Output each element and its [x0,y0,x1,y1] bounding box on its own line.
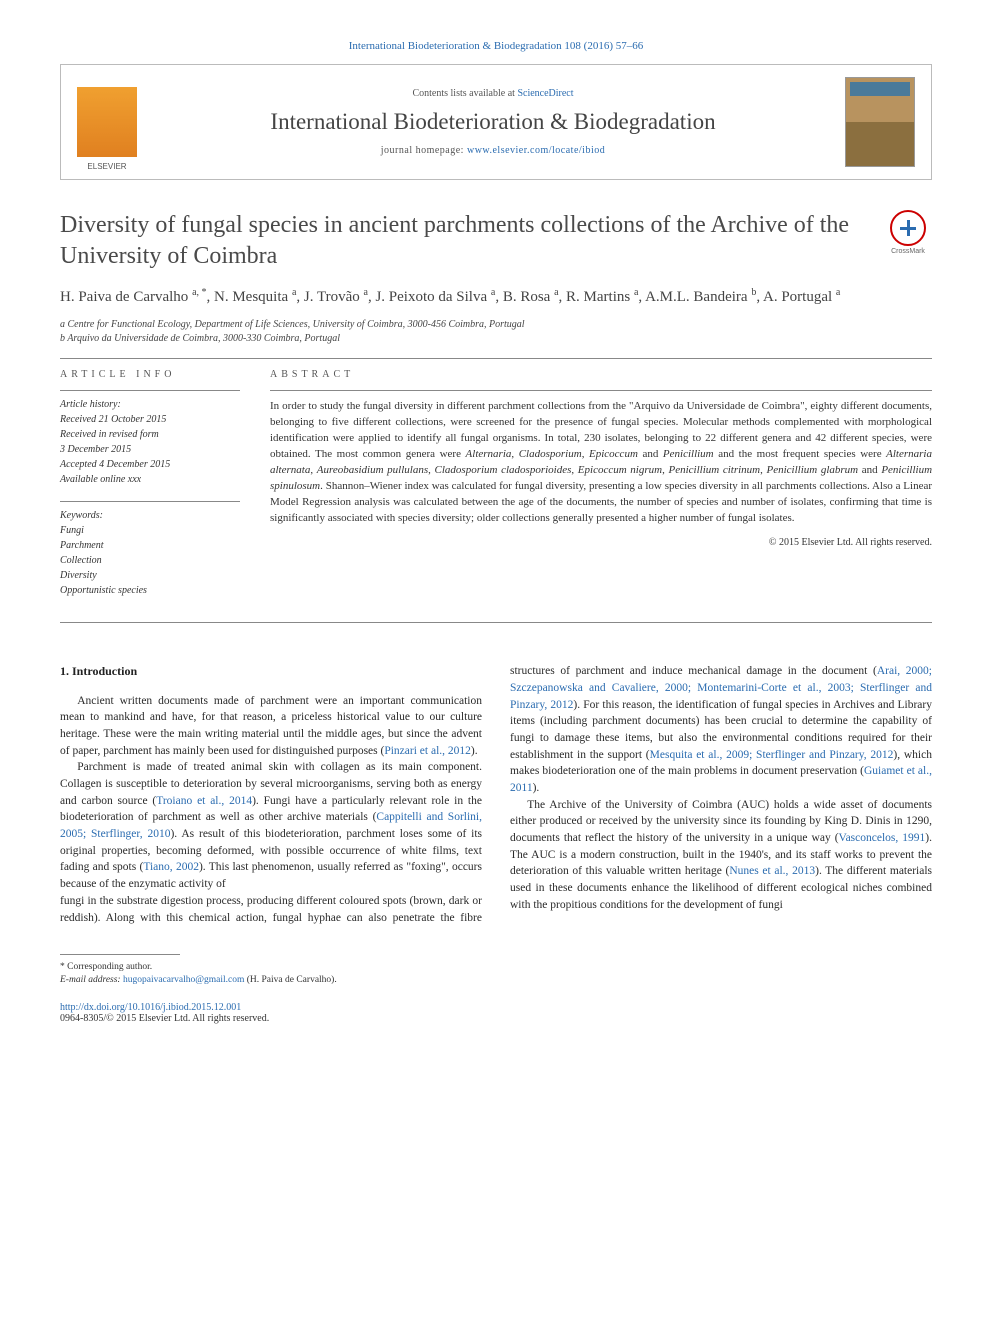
body-paragraph: The Archive of the University of Coimbra… [510,797,932,914]
affiliation-b: b Arquivo da Universidade de Coimbra, 30… [60,332,932,346]
contents-prefix: Contents lists available at [412,88,517,99]
contents-line: Contents lists available at ScienceDirec… [153,88,833,99]
doi-link[interactable]: http://dx.doi.org/10.1016/j.ibiod.2015.1… [60,1002,932,1013]
keywords-block: Keywords: Fungi Parchment Collection Div… [60,501,240,598]
email-suffix: (H. Paiva de Carvalho). [244,975,336,985]
keyword: Diversity [60,568,240,583]
email-line: E-mail address: hugopaivacarvalho@gmail.… [60,974,932,987]
email-link[interactable]: hugopaivacarvalho@gmail.com [123,975,244,985]
keywords-header: Keywords: [60,508,240,523]
doi-url[interactable]: http://dx.doi.org/10.1016/j.ibiod.2015.1… [60,1002,241,1013]
history-line: 3 December 2015 [60,442,240,457]
abstract-text: In order to study the fungal diversity i… [270,390,932,527]
corresponding-author: * Corresponding author. [60,961,932,974]
homepage-prefix: journal homepage: [381,145,467,156]
crossmark-label: CrossMark [891,248,925,255]
divider [60,622,932,623]
running-header: International Biodeterioration & Biodegr… [60,40,932,52]
crossmark-icon [890,210,926,246]
sciencedirect-link[interactable]: ScienceDirect [517,88,573,99]
body-paragraph: Parchment is made of treated animal skin… [60,759,482,892]
body-columns: 1. Introduction Ancient written document… [60,663,932,926]
keyword: Collection [60,553,240,568]
keyword: Opportunistic species [60,583,240,598]
authors: H. Paiva de Carvalho a, *, N. Mesquita a… [60,286,932,308]
keyword: Fungi [60,523,240,538]
history-line: Available online xxx [60,472,240,487]
keyword: Parchment [60,538,240,553]
elsevier-logo [77,87,137,157]
history-line: Accepted 4 December 2015 [60,457,240,472]
article-history: Article history: Received 21 October 201… [60,390,240,487]
footnotes: * Corresponding author. E-mail address: … [60,961,932,988]
divider [60,358,932,359]
homepage-link[interactable]: www.elsevier.com/locate/ibiod [467,145,605,156]
section-heading: 1. Introduction [60,663,482,680]
affiliations: a Centre for Functional Ecology, Departm… [60,318,932,346]
crossmark-badge[interactable]: CrossMark [884,210,932,258]
journal-name: International Biodeterioration & Biodegr… [153,109,833,135]
article-info-label: ARTICLE INFO [60,369,240,380]
abstract-label: ABSTRACT [270,369,932,380]
issn-line: 0964-8305/© 2015 Elsevier Ltd. All right… [60,1013,932,1024]
history-line: Received 21 October 2015 [60,412,240,427]
body-paragraph: Ancient written documents made of parchm… [60,693,482,760]
history-line: Received in revised form [60,427,240,442]
footnote-divider [60,954,180,955]
email-label: E-mail address: [60,975,123,985]
history-header: Article history: [60,397,240,412]
journal-header-box: Contents lists available at ScienceDirec… [60,64,932,180]
homepage-line: journal homepage: www.elsevier.com/locat… [153,145,833,156]
journal-cover-thumb [845,77,915,167]
abstract-copyright: © 2015 Elsevier Ltd. All rights reserved… [270,537,932,548]
article-title: Diversity of fungal species in ancient p… [60,210,864,272]
affiliation-a: a Centre for Functional Ecology, Departm… [60,318,932,332]
